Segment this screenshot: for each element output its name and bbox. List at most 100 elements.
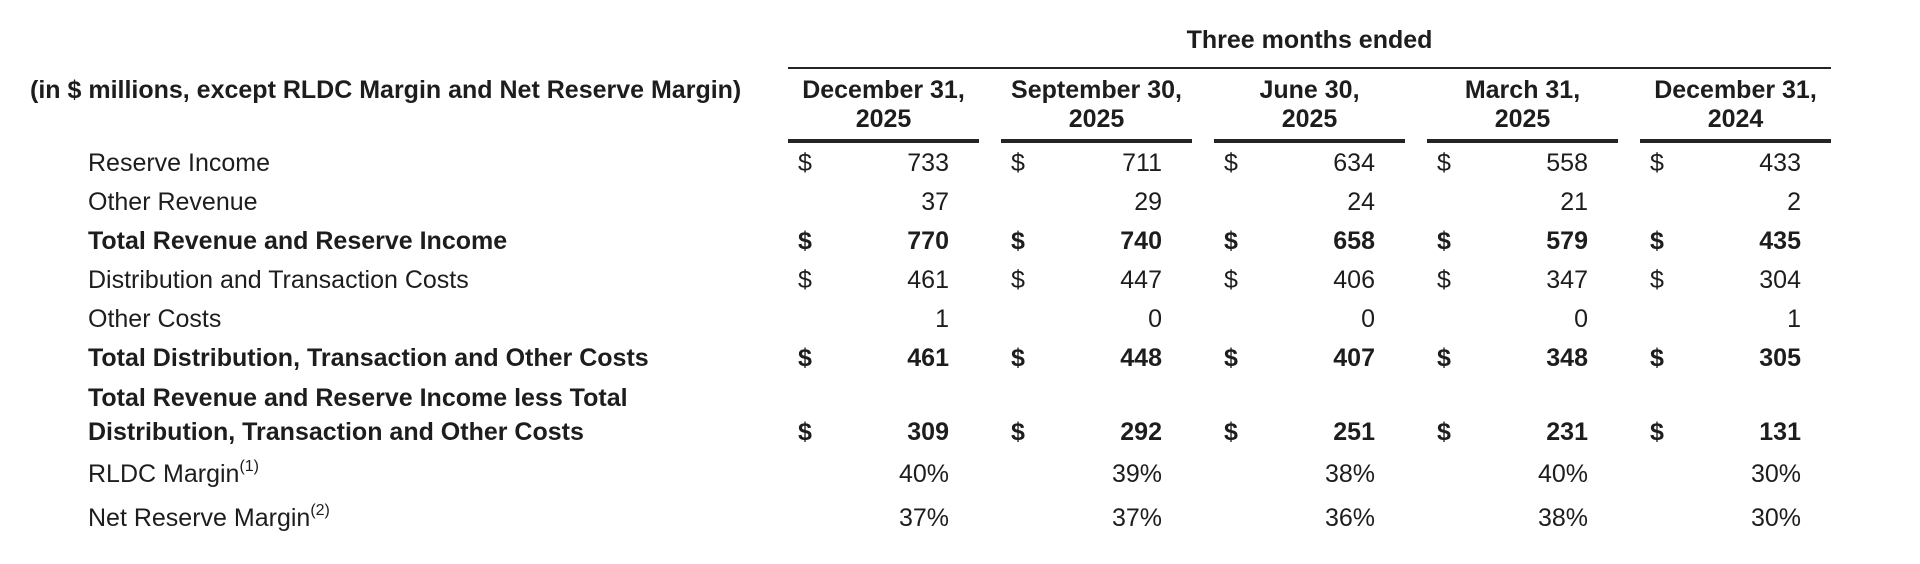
footnote-marker: (1) xyxy=(239,458,259,475)
currency-symbol: $ xyxy=(1650,226,1664,255)
cell-value: 447 xyxy=(1120,265,1162,294)
table-row: Total Distribution, Transaction and Othe… xyxy=(0,338,1920,377)
currency-symbol: $ xyxy=(798,418,812,446)
value-cell: $305 xyxy=(1640,341,1831,375)
value-cell: 0 xyxy=(1214,302,1405,336)
cell-value: 658 xyxy=(1333,226,1375,255)
cell-value: 39% xyxy=(1111,460,1162,488)
column-header-year: 2025 xyxy=(1068,105,1125,133)
value-cell: 40% xyxy=(788,457,979,491)
table-row: Total Revenue and Reserve Income less To… xyxy=(0,377,1920,452)
currency-symbol: $ xyxy=(1650,265,1664,294)
column-header-year: 2025 xyxy=(1494,105,1551,133)
cell-value: 558 xyxy=(1546,148,1588,177)
row-label-text: RLDC Margin xyxy=(88,460,240,488)
cell-value: 347 xyxy=(1546,265,1588,294)
cell-value: 406 xyxy=(1333,265,1375,294)
cell-value: 30% xyxy=(1750,460,1801,488)
value-cell: $740 xyxy=(1001,224,1192,258)
currency-symbol: $ xyxy=(1437,226,1451,255)
currency-symbol: $ xyxy=(798,265,812,294)
currency-symbol: $ xyxy=(1011,148,1025,177)
value-cell: $309 xyxy=(788,415,979,449)
cell-value: 29 xyxy=(1134,187,1162,216)
cell-value: 309 xyxy=(907,418,949,446)
currency-symbol: $ xyxy=(1650,148,1664,177)
cell-value: 740 xyxy=(1120,226,1162,255)
row-label: Total Distribution, Transaction and Othe… xyxy=(0,341,766,375)
value-cell: $348 xyxy=(1427,341,1618,375)
value-cell: 38% xyxy=(1427,501,1618,535)
cell-value: 461 xyxy=(907,343,949,372)
currency-symbol: $ xyxy=(1224,148,1238,177)
row-label: Distribution and Transaction Costs xyxy=(0,263,766,297)
cell-value: 448 xyxy=(1120,343,1162,372)
column-header-period: March 31, 2025 xyxy=(1427,76,1618,143)
header-spacer-cell xyxy=(0,26,766,69)
cell-value: 0 xyxy=(1574,304,1588,333)
cell-value: 37% xyxy=(898,504,949,532)
value-cell: 0 xyxy=(1001,302,1192,336)
value-cell: $461 xyxy=(788,341,979,375)
cell-value: 38% xyxy=(1324,460,1375,488)
cell-value: 304 xyxy=(1759,265,1801,294)
value-cell: 24 xyxy=(1214,185,1405,219)
currency-symbol: $ xyxy=(1224,343,1238,372)
table-column-header-row: (in $ millions, except RLDC Margin and N… xyxy=(0,76,1920,143)
row-label: Total Revenue and Reserve Income xyxy=(0,224,766,258)
cell-value: 711 xyxy=(1122,148,1162,177)
table-caption: (in $ millions, except RLDC Margin and N… xyxy=(30,76,742,104)
value-cell: 30% xyxy=(1640,457,1831,491)
value-cell: $579 xyxy=(1427,224,1618,258)
value-cell: 0 xyxy=(1427,302,1618,336)
row-label: Other Revenue xyxy=(0,185,766,219)
row-label-text: Total Distribution, Transaction and Othe… xyxy=(88,343,649,372)
value-cell: $658 xyxy=(1214,224,1405,258)
cell-value: 0 xyxy=(1148,304,1162,333)
row-label-text: Other Costs xyxy=(88,304,222,333)
currency-symbol: $ xyxy=(1224,226,1238,255)
value-cell: $131 xyxy=(1640,415,1831,449)
cell-value: 37 xyxy=(921,187,949,216)
currency-symbol: $ xyxy=(1437,148,1451,177)
currency-symbol: $ xyxy=(1011,418,1025,446)
cell-value: 21 xyxy=(1560,187,1588,216)
value-cell: $448 xyxy=(1001,341,1192,375)
value-cell: $711 xyxy=(1001,146,1192,180)
table-row: Net Reserve Margin(2) 37% 37% 36% 38% 30% xyxy=(0,496,1920,540)
value-cell: $770 xyxy=(788,224,979,258)
value-cell: 29 xyxy=(1001,185,1192,219)
table-row: Other Costs 1 0 0 0 1 xyxy=(0,299,1920,338)
column-header-date: March 31, xyxy=(1464,76,1581,104)
cell-value: 579 xyxy=(1546,226,1588,255)
cell-value: 24 xyxy=(1347,187,1375,216)
cell-value: 461 xyxy=(907,265,949,294)
cell-value: 0 xyxy=(1361,304,1375,333)
column-header-year: 2024 xyxy=(1707,105,1764,133)
column-header-date: June 30, xyxy=(1259,76,1360,104)
table-row: Total Revenue and Reserve Income $770 $740… xyxy=(0,221,1920,260)
table-row: Reserve Income $733 $711 $634 $558 $433 xyxy=(0,143,1920,182)
cell-value: 433 xyxy=(1759,148,1801,177)
table-header-span-row: Three months ended xyxy=(0,26,1920,69)
value-cell: $304 xyxy=(1640,263,1831,297)
row-label-text: Total Revenue and Reserve Income less To… xyxy=(88,384,628,446)
value-cell: 1 xyxy=(1640,302,1831,336)
cell-value: 634 xyxy=(1333,148,1375,177)
value-cell: 30% xyxy=(1640,501,1831,535)
column-header-date: December 31, xyxy=(1654,76,1817,104)
value-cell: 21 xyxy=(1427,185,1618,219)
value-cell: $447 xyxy=(1001,263,1192,297)
column-header-year: 2025 xyxy=(1281,105,1338,133)
value-cell: 36% xyxy=(1214,501,1405,535)
table-row: Distribution and Transaction Costs $461 $4… xyxy=(0,260,1920,299)
cell-value: 30% xyxy=(1750,504,1801,532)
value-cell: 38% xyxy=(1214,457,1405,491)
row-label: RLDC Margin(1) xyxy=(0,457,766,491)
cell-value: 1 xyxy=(1787,304,1801,333)
cell-value: 435 xyxy=(1759,226,1801,255)
currency-symbol: $ xyxy=(1650,343,1664,372)
column-header-date: September 30, xyxy=(1011,76,1182,104)
value-cell: 39% xyxy=(1001,457,1192,491)
footnote-marker: (2) xyxy=(310,502,330,519)
